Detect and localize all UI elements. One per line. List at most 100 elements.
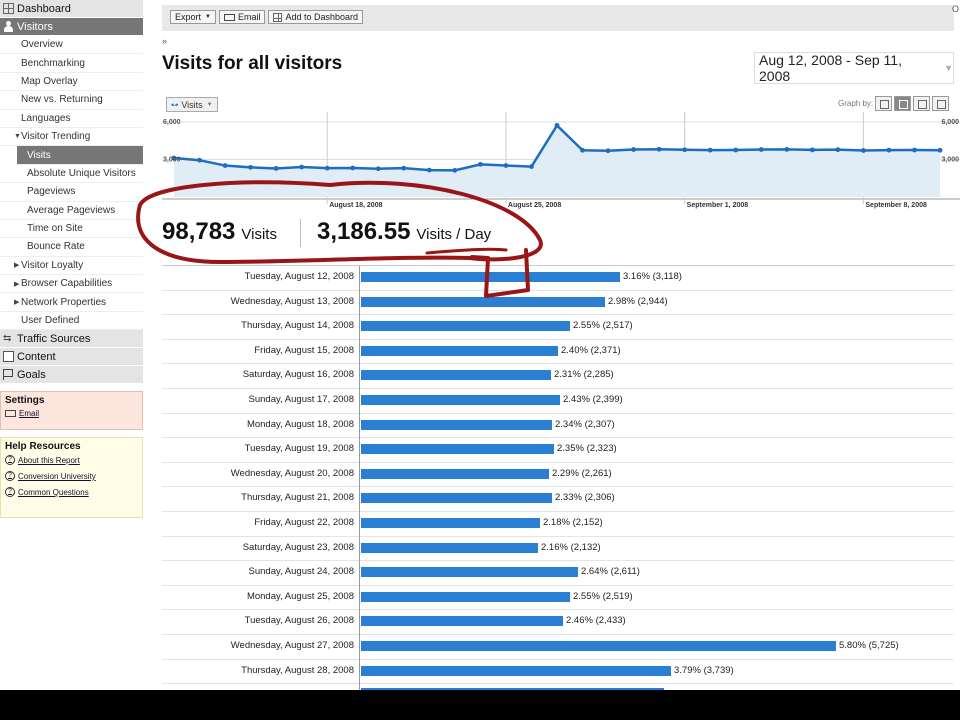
nav-visitor-trending[interactable]: ▼ Visitor Trending [0, 128, 143, 147]
chevron-down-icon: ▼ [944, 63, 953, 73]
nav-goals-label: Goals [17, 368, 46, 381]
chart-point [809, 147, 815, 153]
email-button[interactable]: Email [218, 10, 266, 24]
chart-point [682, 147, 688, 153]
question-icon: ? [5, 487, 15, 498]
nav-content[interactable]: Content [0, 348, 143, 367]
chart-point [605, 148, 611, 154]
dashboard-icon [3, 3, 14, 14]
nav-visitor-loyalty[interactable]: ▶ Visitor Loyalty [0, 257, 143, 276]
help-link-about-report[interactable]: ? About this Report [5, 455, 138, 466]
nav-map-overlay[interactable]: Map Overlay [0, 73, 143, 92]
row-visits-bar [361, 567, 578, 578]
table-row: Wednesday, August 27, 2008 5.80% (5,725) [162, 635, 954, 660]
export-label: Export [175, 12, 202, 22]
chart-point [912, 147, 917, 153]
table-row: Monday, August 25, 2008 2.55% (2,519) [162, 586, 954, 611]
metric-selector[interactable]: •-• Visits ▼ [166, 97, 218, 112]
table-row: Monday, August 18, 2008 2.34% (2,307) [162, 414, 954, 439]
nav-network-properties[interactable]: ▶ Network Properties [0, 293, 143, 312]
chart-area-fill [174, 125, 940, 197]
black-bottom-band [0, 690, 960, 720]
nav-languages[interactable]: Languages [0, 110, 143, 128]
row-visits-bar [361, 616, 563, 627]
week-view-icon[interactable] [913, 96, 931, 111]
settings-email-link[interactable]: Email [5, 409, 138, 418]
metric-label: Visits [181, 99, 203, 110]
nav-visits[interactable]: Visits [17, 146, 143, 165]
row-visits-value: 2.33% (2,306) [555, 492, 615, 504]
page-title: Visits for all visitors [162, 53, 343, 74]
row-visits-value: 2.98% (2,944) [608, 295, 668, 307]
table-row: Sunday, August 24, 2008 2.64% (2,611) [162, 561, 954, 586]
table-row: Wednesday, August 13, 2008 2.98% (2,944) [162, 291, 954, 316]
graph-by-controls: Graph by: [838, 96, 950, 111]
row-visits-value: 2.46% (2,433) [566, 615, 626, 627]
day-view-icon[interactable] [894, 96, 912, 111]
help-link-conversion-university[interactable]: ? Conversion University [5, 471, 138, 482]
nav-benchmarking[interactable]: Benchmarking [0, 54, 143, 73]
month-view-icon[interactable] [932, 96, 950, 111]
row-visits-value: 3.79% (3,739) [674, 664, 734, 676]
nav-traffic-sources[interactable]: ⇆ Traffic Sources [0, 330, 143, 349]
help-link-label: About this Report [18, 455, 80, 465]
row-date-label: Saturday, August 16, 2008 [242, 369, 354, 381]
row-visits-bar [361, 370, 551, 381]
help-link-label: Conversion University [18, 471, 96, 481]
chart-y-tick-label-left: 6,000 [163, 119, 181, 126]
chart-point [171, 155, 177, 161]
help-link-label: Common Questions [18, 487, 89, 497]
row-visits-bar [361, 468, 549, 479]
nav-user-defined[interactable]: User Defined [0, 312, 143, 331]
nav-absolute-unique-visitors[interactable]: Absolute Unique Visitors [0, 165, 143, 184]
row-date-label: Monday, August 25, 2008 [246, 590, 354, 602]
row-date-label: Tuesday, August 26, 2008 [244, 615, 354, 627]
nav-goals[interactable]: Goals [0, 366, 143, 385]
chart-x-tick-label: August 25, 2008 [508, 202, 561, 209]
clock-icon[interactable] [875, 96, 893, 111]
row-visits-bar [361, 444, 554, 455]
row-visits-value: 2.55% (2,517) [573, 320, 633, 332]
help-link-common-questions[interactable]: ? Common Questions [5, 487, 138, 498]
row-date-label: Wednesday, August 27, 2008 [230, 639, 354, 651]
chart-x-tick-label: September 1, 2008 [687, 202, 749, 209]
row-visits-value: 2.43% (2,399) [563, 393, 623, 405]
nav-browser-capabilities[interactable]: ▶ Browser Capabilities [0, 275, 143, 294]
table-row: Thursday, August 21, 2008 2.33% (2,306) [162, 487, 954, 512]
breadcrumb[interactable]: » [162, 36, 168, 46]
chart-x-tick-label: August 18, 2008 [329, 202, 382, 209]
table-row: Saturday, August 23, 2008 2.16% (2,132) [162, 537, 954, 562]
flag-icon [3, 369, 14, 381]
triangle-right-icon: ▶ [14, 280, 20, 288]
add-to-dashboard-button[interactable]: Add to Dashboard [268, 10, 364, 24]
row-visits-value: 2.55% (2,519) [573, 590, 633, 602]
table-row: Tuesday, August 26, 2008 2.46% (2,433) [162, 610, 954, 635]
chart-point [580, 147, 585, 153]
chart-y-tick-label-left: 3,000 [163, 157, 181, 164]
chart-point [375, 166, 381, 172]
export-button[interactable]: Export ▼ [170, 10, 216, 24]
chart-point [758, 147, 764, 152]
nav-time-on-site[interactable]: Time on Site [0, 220, 143, 239]
row-visits-value: 2.31% (2,285) [554, 369, 614, 381]
date-range-picker[interactable]: Aug 12, 2008 - Sep 11, 2008 ▼ [754, 52, 954, 84]
settings-box: Settings Email [0, 391, 143, 431]
nav-visitors[interactable]: Visitors [0, 18, 143, 36]
nav-bounce-rate[interactable]: Bounce Rate [0, 238, 143, 257]
row-visits-bar [361, 321, 570, 332]
row-visits-value: 2.40% (2,371) [561, 344, 621, 356]
row-visits-value: 5.80% (5,725) [839, 639, 899, 651]
table-row-bar [361, 688, 664, 691]
chevron-down-icon: ▼ [205, 14, 211, 20]
chart-point [937, 147, 943, 153]
nav-new-vs-returning[interactable]: New vs. Returning [0, 91, 143, 110]
row-visits-value: 2.34% (2,307) [555, 418, 615, 430]
nav-dashboard[interactable]: Dashboard [0, 0, 143, 18]
nav-overview[interactable]: Overview [0, 36, 143, 55]
nav-visitor-trending-label: Visitor Trending [21, 131, 91, 143]
nav-pageviews[interactable]: Pageviews [0, 183, 143, 202]
nav-average-pageviews[interactable]: Average Pageviews [0, 202, 143, 220]
nav-visitor-loyalty-label: Visitor Loyalty [21, 259, 84, 271]
nav-network-properties-label: Network Properties [21, 296, 107, 308]
total-visits-summary: 98,783 Visits [162, 218, 277, 246]
